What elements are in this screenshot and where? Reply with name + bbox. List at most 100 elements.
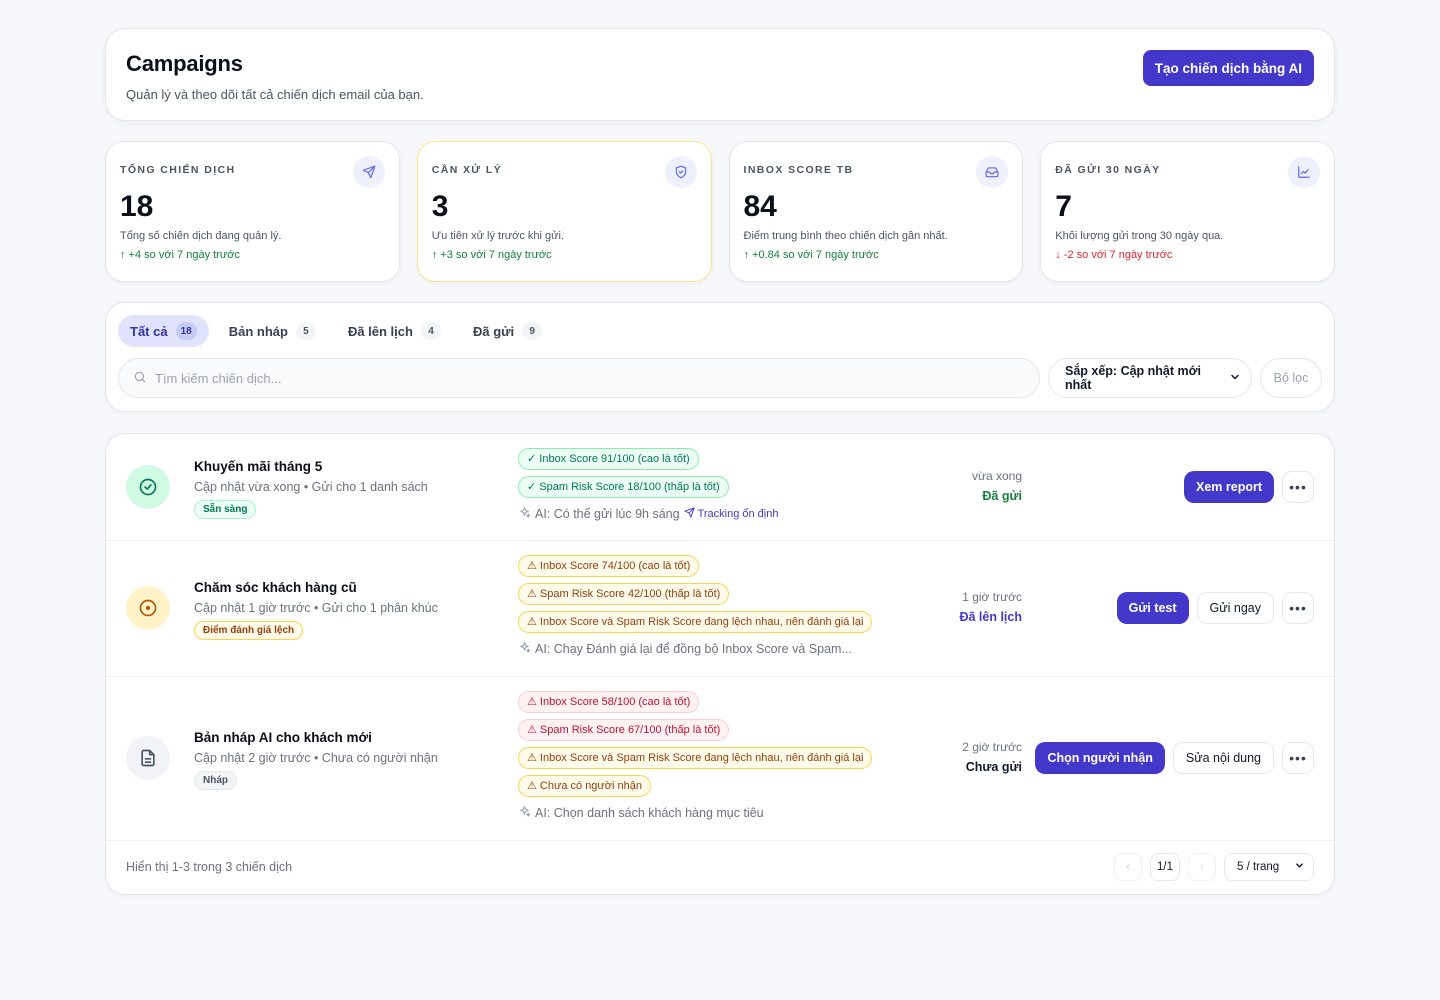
campaign-checks: ⚠ Inbox Score 58/100 (cao là tốt) ⚠ Spam…: [518, 691, 873, 821]
campaign-row[interactable]: Khuyến mãi tháng 5 Cập nhật vừa xong • G…: [106, 434, 1334, 541]
per-page-label: 5 / trang: [1237, 861, 1280, 873]
stat-value: 18: [120, 190, 154, 223]
sparkle-icon: [518, 506, 531, 522]
stat-label: Tổng chiến dịch: [120, 164, 236, 176]
ai-suggestion: AI: Chạy Đánh giá lại để đồng bộ Inbox S…: [518, 641, 852, 657]
ai-suggestion: AI: Có thể gửi lúc 9h sáng Tracking ổn đ…: [518, 506, 778, 522]
next-page-button[interactable]: ›: [1188, 853, 1216, 881]
campaign-checks: ⚠ Inbox Score 74/100 (cao là tốt) ⚠ Spam…: [518, 555, 873, 657]
stat-label: Inbox score TB: [743, 164, 854, 176]
stat-card-inbox-score: Inbox score TB 84 Điểm trung bình theo c…: [728, 141, 1024, 282]
edit-content-button[interactable]: Sửa nội dung: [1172, 742, 1274, 774]
tab-all[interactable]: Tất cả 18: [118, 315, 209, 347]
status-badge: Sẵn sàng: [194, 500, 257, 519]
status-text: Đã gửi: [982, 489, 1022, 503]
page: Campaigns Quản lý và theo dõi tất cả chi…: [105, 28, 1335, 895]
campaign-title[interactable]: Chăm sóc khách hàng cũ: [194, 580, 357, 595]
row-actions: Xem report •••: [1184, 471, 1314, 503]
stat-value: 3: [431, 190, 449, 223]
status-badge: Điểm đánh giá lệch: [194, 621, 304, 640]
pagination: ‹ 1/1 › 5 / trang: [1114, 853, 1314, 881]
tracking-link[interactable]: Tracking ổn định: [684, 507, 779, 521]
page-title: Campaigns: [126, 51, 243, 76]
tracking-link-label: Tracking ổn định: [697, 508, 779, 520]
per-page-select[interactable]: 5 / trang: [1224, 853, 1314, 881]
stat-value: 84: [743, 190, 777, 223]
prev-page-button[interactable]: ‹: [1114, 853, 1142, 881]
score-chip: ⚠ Spam Risk Score 42/100 (thấp là tốt): [518, 583, 730, 605]
stat-desc: Ưu tiên xử lý trước khi gửi.: [431, 230, 564, 242]
ai-suggestion: AI: Chọn danh sách khách hàng mục tiêu: [518, 805, 764, 821]
score-chip: ✓ Inbox Score 91/100 (cao là tốt): [518, 448, 699, 470]
stat-card-needs-action: Cần xử lý 3 Ưu tiên xử lý trước khi gửi.…: [416, 141, 712, 282]
updated-time: 1 giờ trước: [962, 590, 1022, 604]
stats-row: Tổng chiến dịch 18 Tổng số chiến dịch đa…: [105, 141, 1335, 282]
campaign-row[interactable]: Chăm sóc khách hàng cũ Cập nhật 1 giờ tr…: [106, 541, 1334, 677]
search-box: [118, 358, 1040, 398]
campaign-status: vừa xong Đã gửi: [972, 469, 1022, 503]
search-row: Sắp xếp: Cập nhật mới nhất Bộ lọc: [118, 358, 1322, 398]
campaign-info: Bản nháp AI cho khách mới Cập nhật 2 giờ…: [194, 730, 438, 790]
stat-trend: ↑ +3 so với 7 ngày trước: [431, 249, 552, 261]
ai-suggestion-text: AI: Chạy Đánh giá lại để đồng bộ Inbox S…: [535, 642, 852, 656]
filter-panel: Tất cả 18 Bản nháp 5 Đã lên lịch 4 Đã gử…: [105, 302, 1335, 412]
page-subtitle: Quản lý và theo dõi tất cả chiến dịch em…: [126, 87, 424, 102]
campaign-meta: Cập nhật vừa xong • Gửi cho 1 danh sách: [194, 480, 428, 494]
campaign-meta: Cập nhật 1 giờ trước • Gửi cho 1 phân kh…: [194, 601, 438, 615]
send-test-button[interactable]: Gửi test: [1116, 592, 1189, 624]
tab-drafts[interactable]: Bản nháp 5: [217, 315, 328, 347]
page-header: Campaigns Quản lý và theo dõi tất cả chi…: [105, 28, 1335, 121]
search-icon: [133, 370, 147, 387]
row-actions: Chọn người nhận Sửa nội dung •••: [1035, 742, 1314, 774]
sort-select[interactable]: Sắp xếp: Cập nhật mới nhất: [1048, 358, 1252, 398]
stat-trend: ↑ +4 so với 7 ngày trước: [120, 249, 240, 261]
score-chip: ✓ Spam Risk Score 18/100 (thấp là tốt): [518, 476, 729, 498]
campaign-status: 1 giờ trước Đã lên lịch: [959, 590, 1022, 624]
campaign-info: Khuyến mãi tháng 5 Cập nhật vừa xong • G…: [194, 459, 428, 519]
more-options-icon[interactable]: •••: [1282, 742, 1314, 774]
inbox-icon: [976, 156, 1009, 188]
tab-count: 5: [295, 322, 316, 340]
campaign-meta: Cập nhật 2 giờ trước • Chưa có người nhậ…: [194, 751, 438, 765]
campaign-row[interactable]: Bản nháp AI cho khách mới Cập nhật 2 giờ…: [106, 677, 1334, 841]
score-chip: ⚠ Inbox Score 58/100 (cao là tốt): [518, 691, 700, 713]
pagination-summary: Hiển thị 1-3 trong 3 chiến dịch: [126, 860, 293, 874]
tab-count: 9: [522, 322, 543, 340]
stat-label: Cần xử lý: [431, 164, 503, 176]
chart-icon: [1288, 156, 1320, 188]
send-icon: [684, 507, 695, 521]
ai-suggestion-text: AI: Chọn danh sách khách hàng mục tiêu: [535, 806, 764, 820]
search-input[interactable]: [155, 370, 1039, 386]
tab-scheduled[interactable]: Đã lên lịch 4: [336, 315, 453, 347]
send-now-button[interactable]: Gửi ngay: [1196, 592, 1274, 624]
tab-label: Tất cả: [130, 323, 168, 339]
score-chip: ⚠ Inbox Score 74/100 (cao là tốt): [518, 555, 700, 577]
stat-desc: Tổng số chiến dịch đang quản lý.: [120, 230, 282, 242]
tab-count: 4: [420, 322, 441, 340]
view-report-button[interactable]: Xem report: [1184, 471, 1274, 503]
status-text: Chưa gửi: [965, 760, 1022, 774]
campaign-title[interactable]: Khuyến mãi tháng 5: [194, 459, 323, 474]
send-icon: [352, 156, 385, 188]
more-options-icon[interactable]: •••: [1282, 592, 1314, 624]
ai-suggestion-text: AI: Có thể gửi lúc 9h sáng: [535, 507, 680, 521]
more-options-icon[interactable]: •••: [1282, 471, 1314, 503]
status-text: Đã lên lịch: [959, 610, 1022, 624]
choose-recipients-button[interactable]: Chọn người nhận: [1035, 742, 1165, 774]
stat-value: 7: [1055, 190, 1072, 223]
score-chip: ⚠ Inbox Score và Spam Risk Score đang lệ…: [518, 611, 873, 633]
document-icon: [126, 736, 170, 780]
page-indicator: 1/1: [1150, 853, 1180, 881]
campaign-info: Chăm sóc khách hàng cũ Cập nhật 1 giờ tr…: [194, 580, 438, 640]
score-chip: ⚠ Spam Risk Score 67/100 (thấp là tốt): [518, 719, 730, 741]
tab-sent[interactable]: Đã gửi 9: [461, 315, 554, 347]
campaign-checks: ✓ Inbox Score 91/100 (cao là tốt) ✓ Spam…: [518, 448, 778, 522]
tab-count: 18: [175, 322, 197, 340]
status-badge: Nháp: [194, 771, 237, 790]
clock-target-icon: [126, 586, 170, 630]
campaign-status: 2 giờ trước Chưa gửi: [962, 740, 1022, 774]
create-ai-campaign-button[interactable]: Tạo chiến dịch bằng AI: [1142, 50, 1314, 86]
filter-button[interactable]: Bộ lọc: [1260, 358, 1322, 398]
campaign-title[interactable]: Bản nháp AI cho khách mới: [194, 730, 372, 745]
updated-time: vừa xong: [971, 469, 1022, 483]
